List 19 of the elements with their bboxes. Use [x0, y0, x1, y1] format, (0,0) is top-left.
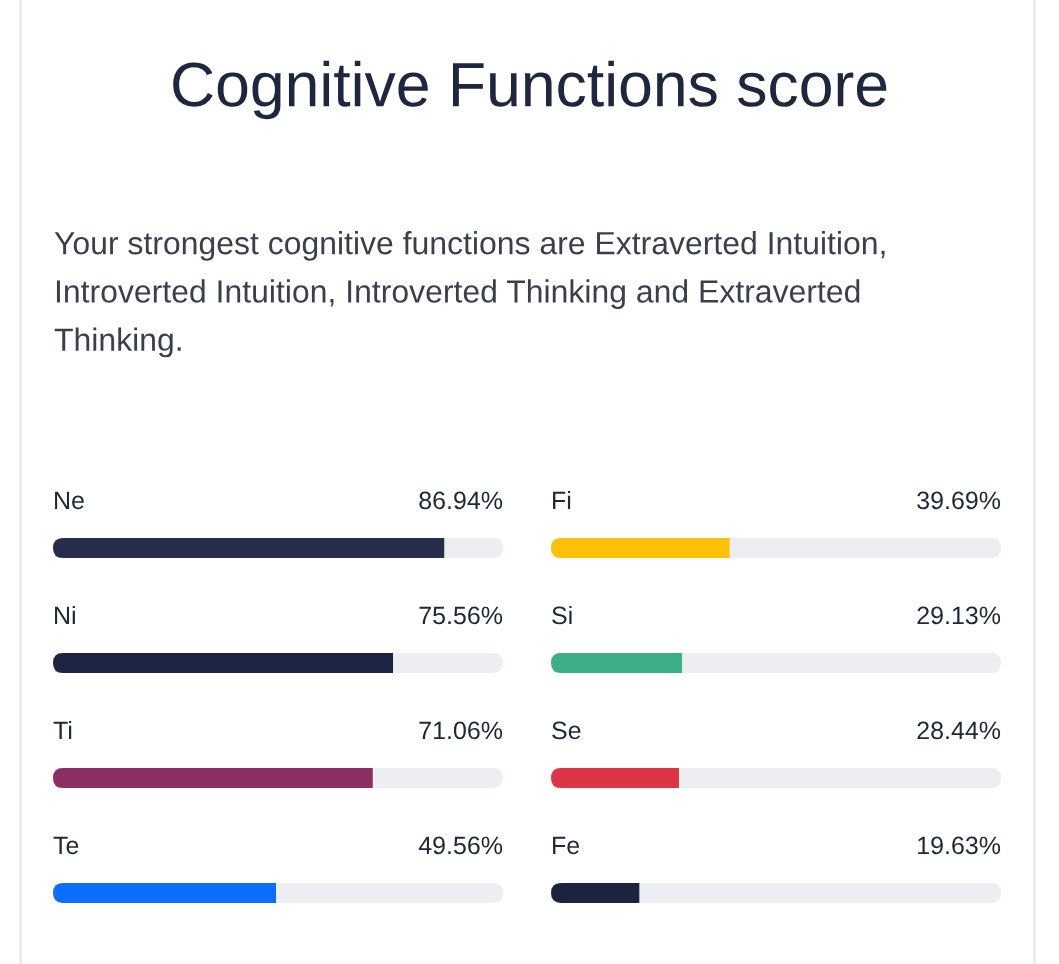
chart-title: Cognitive Functions score [173, 60, 887, 120]
y-tick-label: Fe [553, 836, 580, 855]
data-label: 86.94% [419, 491, 503, 510]
bar [551, 883, 640, 903]
data-label: 29.13% [917, 606, 1001, 625]
y-tick-label: Ni [55, 605, 75, 624]
y-tick-label: Si [552, 605, 572, 625]
data-label: 28.44% [917, 721, 1001, 740]
y-tick-label: Ti [53, 720, 72, 739]
y-tick-label: Se [552, 721, 581, 740]
data-label: 39.69% [917, 491, 1001, 510]
data-label: 19.63% [918, 836, 1001, 855]
data-label: 49.56% [418, 836, 503, 855]
chart-subtitle: Your strongest cognitive functions are Extraverted Intuition, Introverted Intuition, Introverted Thinking and Extraverted Thinking. [54, 231, 885, 358]
y-tick-label: Te [53, 836, 79, 855]
data-label: 71.06% [419, 721, 503, 740]
data-label: 75.56% [419, 606, 503, 625]
y-tick-label: Fi [553, 490, 571, 509]
y-tick-label: Ne [55, 491, 84, 510]
